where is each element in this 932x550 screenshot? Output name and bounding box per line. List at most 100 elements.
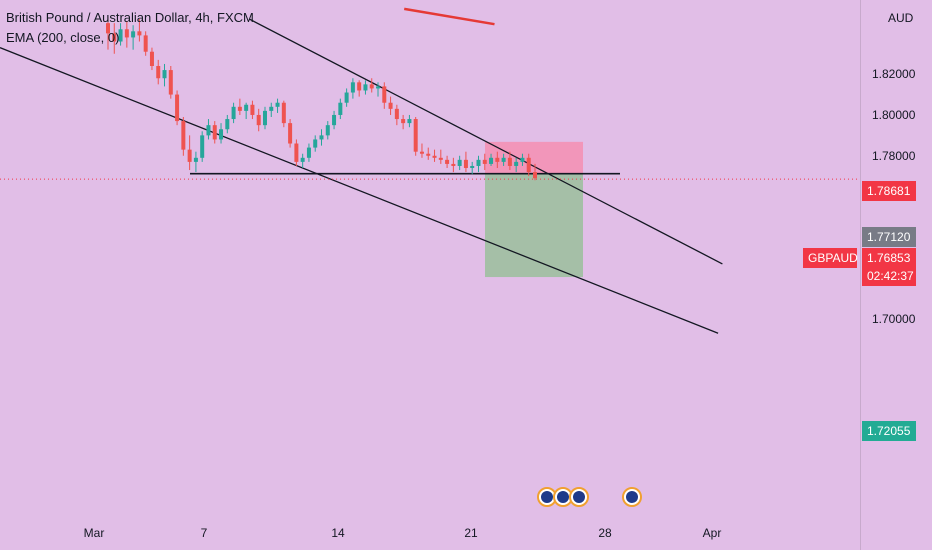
candle-body bbox=[131, 31, 136, 38]
candle-body bbox=[112, 33, 117, 42]
current-price-tag: 1.76853 02:42:37 bbox=[862, 248, 916, 286]
candle-body bbox=[533, 172, 537, 179]
entry-price-tag: 1.77120 bbox=[862, 227, 916, 247]
candle-body bbox=[394, 108, 399, 120]
candle-body bbox=[501, 157, 506, 162]
candle-body bbox=[407, 119, 412, 124]
current-price-value: 1.76853 bbox=[867, 251, 911, 265]
candle-body bbox=[457, 159, 462, 166]
time-axis-tick: 14 bbox=[331, 526, 345, 540]
candle-body bbox=[376, 86, 381, 89]
candle-body bbox=[514, 161, 519, 166]
candle-body bbox=[219, 129, 224, 140]
candle-body bbox=[507, 157, 512, 166]
candle-body bbox=[526, 157, 531, 173]
candle-body bbox=[300, 157, 305, 162]
candle-body bbox=[432, 155, 437, 158]
candle-body bbox=[306, 147, 311, 158]
candle-body bbox=[168, 70, 173, 95]
candle-body bbox=[193, 157, 198, 162]
event-flag-aud-icon-inner bbox=[541, 491, 553, 503]
candle-body bbox=[237, 106, 242, 111]
time-axis-tick: 7 bbox=[200, 526, 208, 540]
candle-body bbox=[187, 149, 192, 162]
stop-loss-price-tag: 1.78681 bbox=[862, 181, 916, 201]
price-axis-tick: 1.70000 bbox=[872, 311, 916, 326]
candle-body bbox=[200, 135, 205, 158]
candle-body bbox=[262, 110, 267, 126]
candle-body bbox=[388, 102, 393, 109]
time-axis-tick: Mar bbox=[83, 526, 105, 540]
candle-body bbox=[313, 139, 318, 148]
chart-legend: British Pound / Australian Dollar, 4h, F… bbox=[6, 8, 254, 48]
candle-body bbox=[344, 92, 349, 103]
candle-body bbox=[338, 102, 343, 115]
event-flag-gbp-icon-inner bbox=[557, 491, 569, 503]
time-axis-tick: 28 bbox=[598, 526, 612, 540]
ema-line bbox=[403, 7, 495, 26]
candle-body bbox=[156, 65, 161, 79]
candle-body bbox=[175, 94, 180, 122]
channel-upper-line bbox=[249, 18, 723, 265]
price-axis-tick: 1.82000 bbox=[872, 67, 916, 82]
candle-body bbox=[281, 102, 286, 124]
candle-body bbox=[482, 159, 487, 164]
candle-body bbox=[470, 165, 475, 169]
candle-body bbox=[275, 102, 280, 107]
ema-indicator-label: EMA (200, close, 0) bbox=[6, 30, 120, 45]
candle-body bbox=[149, 51, 154, 66]
candle-body bbox=[256, 114, 261, 126]
candle-body bbox=[325, 125, 330, 136]
candle-body bbox=[231, 106, 236, 120]
candle-body bbox=[357, 82, 362, 91]
candle-body bbox=[106, 23, 110, 34]
candle-body bbox=[489, 157, 494, 164]
candle-body bbox=[350, 82, 355, 93]
price-axis-tick: 1.80000 bbox=[872, 107, 916, 122]
event-flag-gbp-icon-2-inner bbox=[573, 491, 585, 503]
candle-body bbox=[438, 157, 443, 160]
candle-body bbox=[382, 86, 387, 103]
symbol-price-tag: GBPAUD bbox=[803, 248, 858, 268]
bar-countdown: 02:42:37 bbox=[867, 269, 914, 283]
candle-body bbox=[118, 29, 123, 42]
candle-body bbox=[520, 157, 525, 162]
candle-body bbox=[369, 84, 374, 89]
event-flag-aud-icon-2-inner bbox=[626, 491, 638, 503]
time-axis-tick: Apr bbox=[702, 526, 722, 540]
candle-body bbox=[269, 106, 274, 111]
candle-body bbox=[451, 163, 456, 166]
price-axis-tick: 1.78000 bbox=[872, 148, 916, 163]
candle-body bbox=[212, 125, 217, 140]
time-axis-tick: 21 bbox=[464, 526, 478, 540]
candle-body bbox=[363, 84, 368, 91]
candle-body bbox=[250, 104, 255, 115]
candle-body bbox=[476, 159, 481, 166]
candle-body bbox=[495, 157, 500, 162]
take-profit-price-tag: 1.72055 bbox=[862, 421, 916, 441]
candle-body bbox=[225, 119, 230, 130]
candle-body bbox=[413, 119, 418, 152]
price-axis-currency: AUD bbox=[888, 11, 914, 25]
candle-body bbox=[463, 159, 468, 169]
candle-body bbox=[426, 153, 431, 156]
channel-lower-line bbox=[0, 47, 719, 334]
candle-body bbox=[181, 121, 186, 150]
candle-body bbox=[419, 151, 424, 154]
candle-body bbox=[162, 70, 167, 79]
candle-body bbox=[206, 125, 211, 136]
candle-body bbox=[137, 31, 142, 36]
candle-body bbox=[244, 104, 249, 111]
price-axis-divider bbox=[860, 0, 861, 550]
symbol-title: British Pound / Australian Dollar, 4h, F… bbox=[6, 10, 254, 25]
take-profit-zone bbox=[485, 173, 583, 278]
candle-body bbox=[143, 35, 148, 52]
candle-body bbox=[294, 143, 299, 162]
candle-body bbox=[401, 119, 406, 124]
stop-loss-zone bbox=[485, 141, 583, 174]
candle-body bbox=[445, 159, 450, 164]
candle-body bbox=[288, 123, 293, 144]
candle-body bbox=[124, 29, 129, 38]
